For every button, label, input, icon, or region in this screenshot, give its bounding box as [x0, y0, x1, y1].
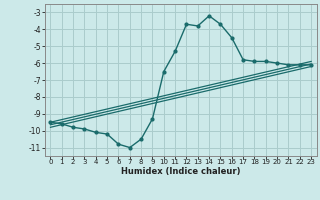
X-axis label: Humidex (Indice chaleur): Humidex (Indice chaleur)	[121, 167, 241, 176]
